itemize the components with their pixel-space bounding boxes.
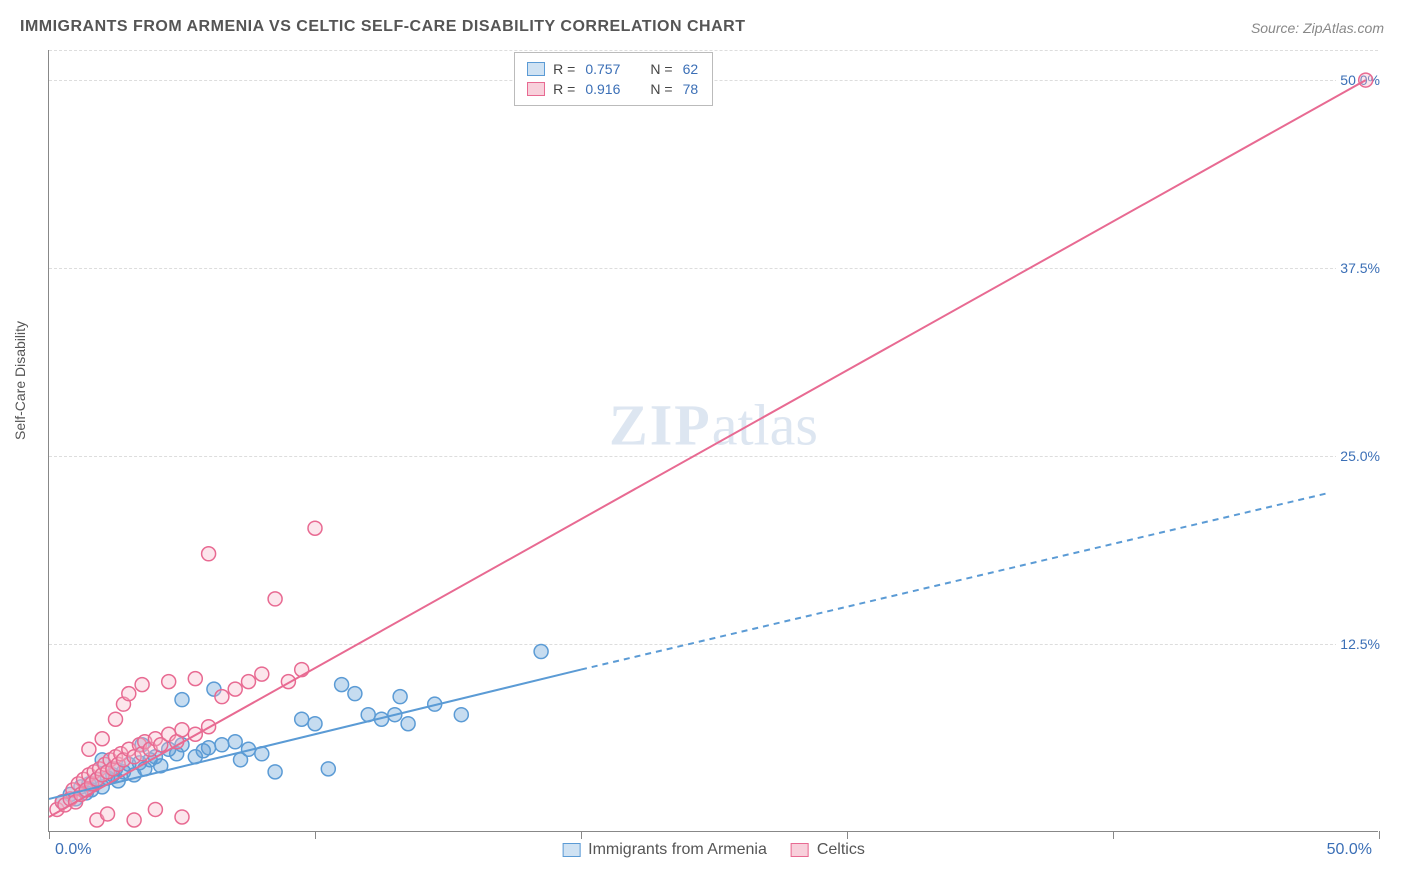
data-point	[228, 735, 242, 749]
data-point	[255, 667, 269, 681]
source-label: Source:	[1251, 20, 1299, 36]
data-point	[215, 690, 229, 704]
data-point	[122, 687, 136, 701]
data-point	[1359, 73, 1373, 87]
data-point	[268, 765, 282, 779]
plot-area: ZIPatlas 12.5%25.0%37.5%50.0% 0.0% 50.0%…	[48, 50, 1378, 832]
legend-item: Celtics	[791, 839, 865, 861]
chart-title: IMMIGRANTS FROM ARMENIA VS CELTIC SELF-C…	[20, 18, 745, 36]
data-point	[135, 678, 149, 692]
legend-item: Immigrants from Armenia	[562, 839, 767, 861]
data-point	[127, 813, 141, 827]
data-point	[188, 672, 202, 686]
x-axis-min-label: 0.0%	[55, 841, 91, 859]
x-axis-max-label: 50.0%	[1327, 841, 1372, 859]
data-point	[308, 521, 322, 535]
data-point	[202, 547, 216, 561]
data-point	[228, 682, 242, 696]
data-point	[401, 717, 415, 731]
data-point	[175, 723, 189, 737]
series-legend: Immigrants from Armenia Celtics	[562, 839, 865, 861]
data-point	[393, 690, 407, 704]
data-point	[95, 732, 109, 746]
y-axis-label: Self-Care Disability	[12, 321, 28, 440]
data-point	[109, 712, 123, 726]
data-point	[295, 712, 309, 726]
data-point	[101, 807, 115, 821]
data-point	[321, 762, 335, 776]
source-value: ZipAtlas.com	[1303, 20, 1384, 36]
data-point	[202, 741, 216, 755]
data-point	[162, 675, 176, 689]
chart-container: IMMIGRANTS FROM ARMENIA VS CELTIC SELF-C…	[0, 0, 1406, 892]
data-point	[175, 810, 189, 824]
data-point	[454, 708, 468, 722]
scatter-plot	[49, 50, 1378, 831]
data-point	[534, 645, 548, 659]
data-point	[335, 678, 349, 692]
data-point	[308, 717, 322, 731]
data-point	[268, 592, 282, 606]
data-point	[148, 802, 162, 816]
data-point	[82, 742, 96, 756]
source-attribution: Source: ZipAtlas.com	[1251, 20, 1384, 36]
data-point	[215, 738, 229, 752]
data-point	[242, 675, 256, 689]
data-point	[348, 687, 362, 701]
data-point	[175, 693, 189, 707]
